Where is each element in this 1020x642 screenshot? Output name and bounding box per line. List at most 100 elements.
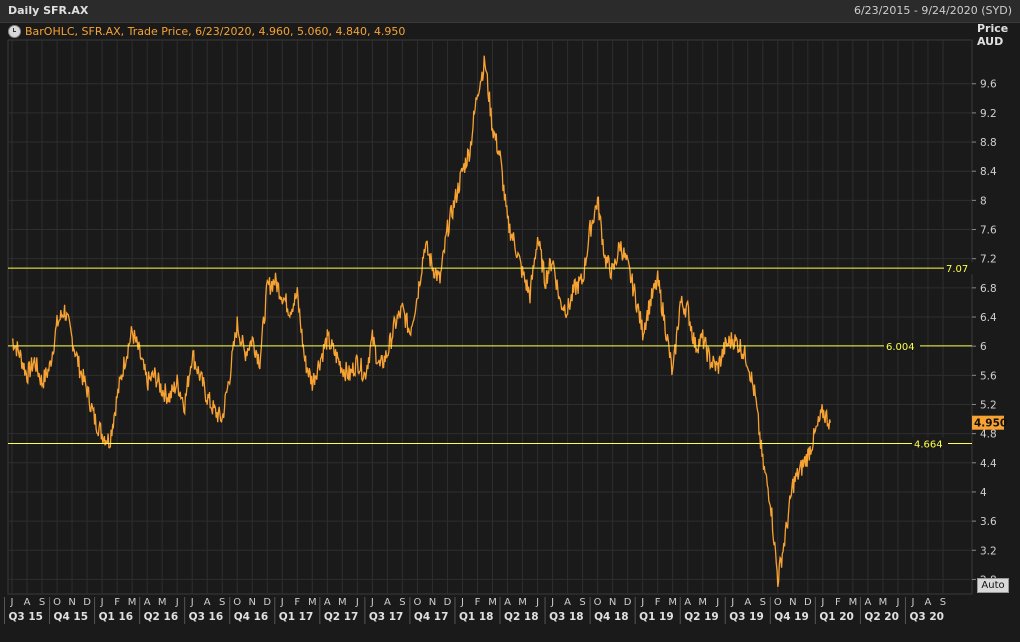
x-quarter-label: Q4 19 [774, 611, 809, 623]
y-tick-label: 3.6 [980, 516, 997, 528]
x-quarter-label: Q1 20 [819, 611, 854, 623]
x-month-label: A [504, 597, 511, 608]
x-month-label: J [100, 597, 104, 608]
level-label-bg [912, 437, 948, 450]
x-month-label: D [804, 597, 812, 608]
last-price-tag [972, 415, 1004, 430]
x-month-label: J [370, 597, 374, 608]
x-quarter-label: Q2 18 [504, 611, 539, 623]
y-tick-label: 8.4 [980, 166, 997, 178]
x-month-label: J [895, 597, 899, 608]
x-month-label: F [475, 597, 481, 608]
x-quarter-label: Q1 19 [639, 611, 674, 623]
x-month-label: O [413, 597, 421, 608]
x-month-label: J [10, 597, 14, 608]
level-label: 6.004 [886, 342, 915, 353]
x-quarter-label: Q3 15 [8, 611, 43, 623]
y-tick-label: 9.6 [980, 79, 997, 91]
chart-title: Daily SFR.AX [8, 4, 89, 17]
legend-text: BarOHLC, SFR.AX, Trade Price, 6/23/2020,… [25, 24, 406, 38]
x-month-label: M [668, 597, 677, 608]
x-month-label: S [940, 597, 946, 608]
x-quarter-label: Q4 16 [234, 611, 269, 623]
x-month-label: F [114, 597, 120, 608]
y-tick-label: 6.8 [980, 283, 997, 295]
x-month-label: D [624, 597, 632, 608]
y-axis-unit: AUD [977, 35, 1004, 48]
x-month-label: D [444, 597, 452, 608]
x-month-label: S [760, 597, 766, 608]
x-quarter-label: Q1 18 [459, 611, 494, 623]
y-tick-label: 4.8 [980, 429, 997, 441]
y-tick-label: 9.2 [980, 108, 997, 120]
x-month-label: S [39, 597, 45, 608]
level-label: 7.07 [946, 264, 968, 275]
x-month-label: J [715, 597, 719, 608]
y-tick-label: 7.6 [980, 225, 997, 237]
x-month-label: A [384, 597, 391, 608]
x-month-label: F [655, 597, 661, 608]
price-series-line [12, 55, 832, 587]
x-month-label: F [294, 597, 300, 608]
x-quarter-label: Q2 17 [324, 611, 359, 623]
x-month-label: M [698, 597, 707, 608]
clock-icon [8, 24, 21, 38]
x-month-label: O [774, 597, 782, 608]
x-quarter-label: Q2 16 [144, 611, 179, 623]
x-month-label: M [128, 597, 137, 608]
x-quarter-label: Q4 17 [414, 611, 449, 623]
y-axis-header: Price AUD [977, 22, 1008, 48]
y-tick-label: 5.2 [980, 399, 997, 411]
x-month-label: N [249, 597, 256, 608]
x-month-label: M [338, 597, 347, 608]
x-month-label: O [233, 597, 241, 608]
last-price-label: 4.950 [974, 418, 1007, 430]
auto-scale-button[interactable]: Auto [977, 578, 1009, 593]
x-quarter-label: Q3 20 [909, 611, 944, 623]
x-month-label: M [518, 597, 527, 608]
x-month-label: S [219, 597, 225, 608]
x-month-label: A [324, 597, 331, 608]
x-quarter-label: Q3 19 [729, 611, 764, 623]
x-month-label: A [144, 597, 151, 608]
x-month-label: J [910, 597, 914, 608]
y-tick-label: 8 [980, 195, 987, 207]
x-month-label: A [925, 597, 932, 608]
x-month-label: A [204, 597, 211, 608]
x-quarter-label: Q2 19 [684, 611, 719, 623]
y-tick-label: 5.6 [980, 370, 997, 382]
x-quarter-label: Q3 17 [369, 611, 404, 623]
x-month-label: J [535, 597, 539, 608]
x-quarter-label: Q1 17 [279, 611, 314, 623]
x-month-label: M [879, 597, 888, 608]
x-month-label: S [579, 597, 585, 608]
y-tick-label: 4 [980, 487, 987, 499]
x-quarter-label: Q3 16 [189, 611, 224, 623]
x-month-label: J [730, 597, 734, 608]
x-month-label: A [864, 597, 871, 608]
x-month-label: J [820, 597, 824, 608]
x-month-label: J [190, 597, 194, 608]
x-month-label: A [684, 597, 691, 608]
x-quarter-label: Q4 18 [594, 611, 629, 623]
x-month-label: D [263, 597, 271, 608]
y-tick-label: 4.4 [980, 458, 997, 470]
x-month-label: N [68, 597, 75, 608]
y-tick-label: 3.2 [980, 545, 997, 557]
x-quarter-label: Q1 16 [99, 611, 134, 623]
x-month-label: O [594, 597, 602, 608]
y-tick-label: 7.2 [980, 254, 997, 266]
x-month-label: M [308, 597, 317, 608]
series-legend[interactable]: BarOHLC, SFR.AX, Trade Price, 6/23/2020,… [8, 24, 405, 38]
x-month-label: O [53, 597, 61, 608]
level-label-bg [944, 262, 974, 275]
x-month-label: N [429, 597, 436, 608]
y-tick-label: 6 [980, 341, 987, 353]
x-month-label: F [835, 597, 841, 608]
x-month-label: A [744, 597, 751, 608]
x-month-label: A [564, 597, 571, 608]
x-month-label: D [83, 597, 91, 608]
y-tick-label: 6.4 [980, 312, 997, 324]
level-label-bg [884, 339, 920, 352]
